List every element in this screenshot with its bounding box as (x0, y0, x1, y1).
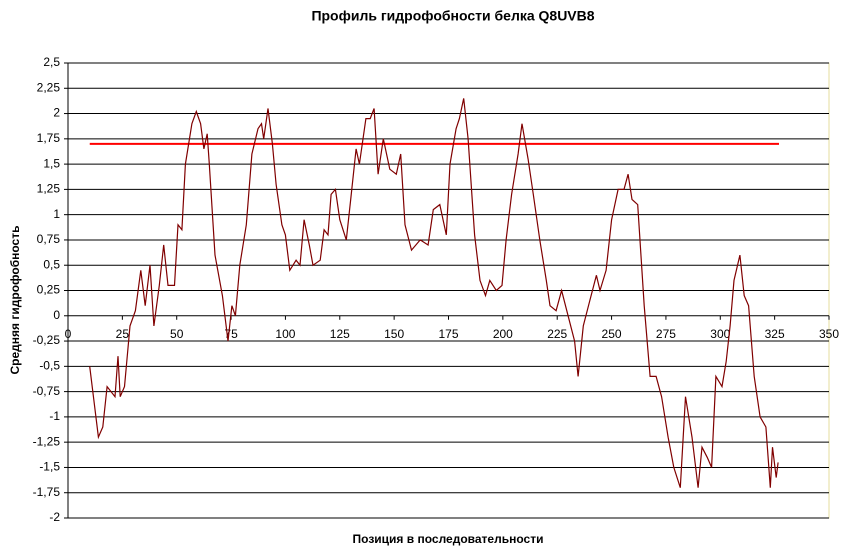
x-tick-label: 150 (384, 327, 404, 341)
y-tick-label: -1,25 (33, 434, 61, 448)
y-tick-label: 0,5 (43, 257, 60, 271)
x-tick-label: 325 (765, 327, 785, 341)
x-tick-label: 50 (170, 327, 184, 341)
y-axis-title: Средняя гидрофобность (8, 226, 22, 375)
x-tick-label: 100 (275, 327, 295, 341)
y-tick-label: 1 (53, 207, 60, 221)
data-line (89, 98, 779, 488)
y-tick-label: 2 (53, 106, 60, 120)
x-tick-label: 300 (710, 327, 730, 341)
y-tick-label: 1,75 (37, 131, 61, 145)
x-tick-label: 200 (493, 327, 513, 341)
y-tick-label: -2 (49, 510, 60, 524)
y-tick-label: 0 (53, 308, 60, 322)
y-tick-label: -1 (49, 409, 60, 423)
y-tick-label: -0,75 (33, 384, 61, 398)
x-tick-label: 0 (65, 327, 72, 341)
x-tick-label: 350 (819, 327, 839, 341)
x-tick-label: 275 (656, 327, 676, 341)
x-axis-title: Позиция в последовательности (353, 532, 544, 546)
x-tick-label: 125 (330, 327, 350, 341)
x-tick-label: 175 (438, 327, 458, 341)
x-tick-label: 225 (547, 327, 567, 341)
y-tick-label: -1,75 (33, 485, 61, 499)
y-tick-label: 1,25 (37, 182, 61, 196)
y-tick-label: -0,5 (39, 359, 60, 373)
x-tick-label: 250 (602, 327, 622, 341)
y-tick-label: 0,25 (37, 283, 61, 297)
chart-title: Профиль гидрофобности белка Q8UVB8 (311, 8, 594, 24)
y-tick-label: -1,5 (39, 460, 60, 474)
x-tick-label: 25 (116, 327, 130, 341)
y-tick-label: 2,5 (43, 55, 60, 69)
y-tick-label: 1,5 (43, 156, 60, 170)
y-tick-label: -0,25 (33, 333, 61, 347)
y-tick-label: 2,25 (37, 80, 61, 94)
y-tick-label: 0,75 (37, 232, 61, 246)
